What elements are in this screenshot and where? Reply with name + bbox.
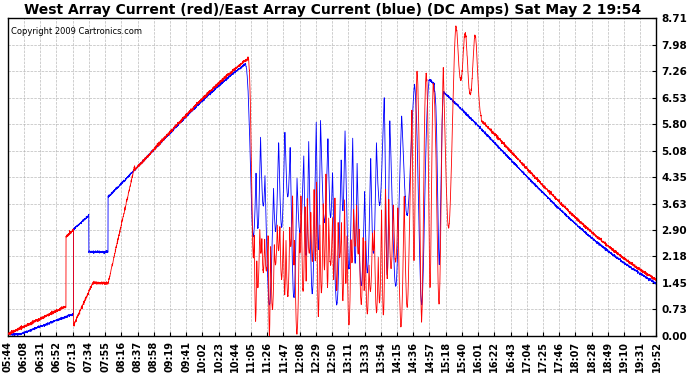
Text: Copyright 2009 Cartronics.com: Copyright 2009 Cartronics.com [11,27,142,36]
Title: West Array Current (red)/East Array Current (blue) (DC Amps) Sat May 2 19:54: West Array Current (red)/East Array Curr… [23,3,641,17]
